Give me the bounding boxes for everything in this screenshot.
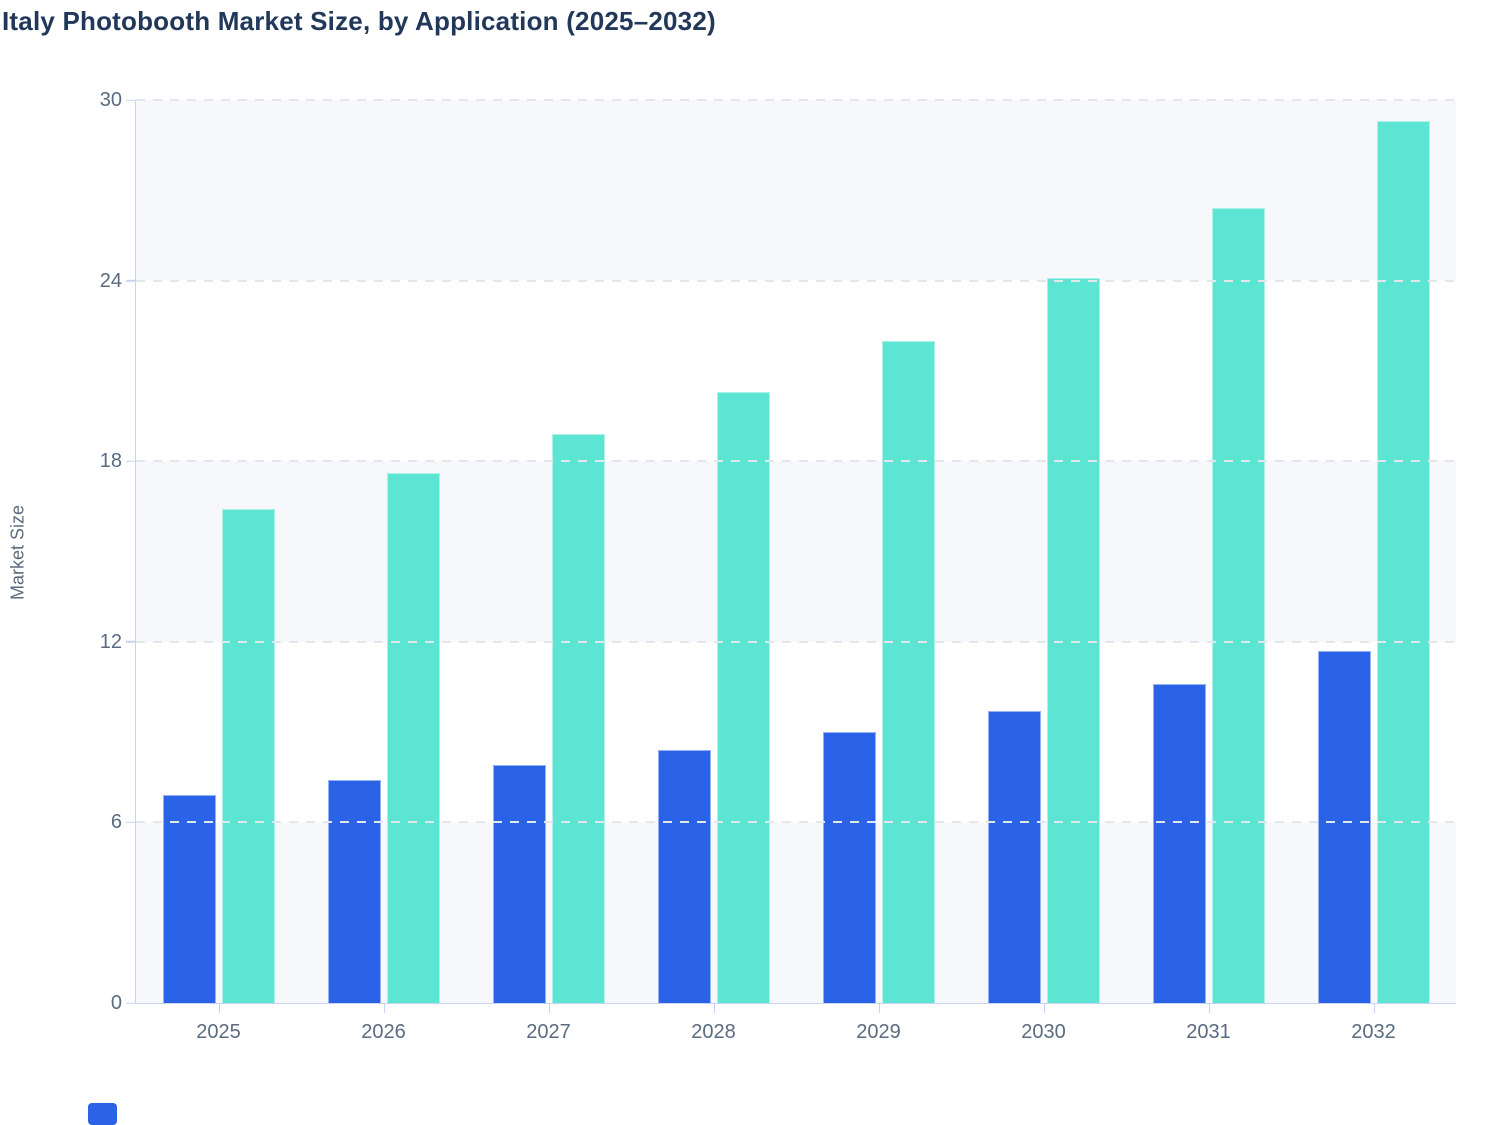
bar-blue-2029[interactable] [822,732,876,1003]
x-tick-mark-2025 [218,1004,220,1013]
bar-teal-2029[interactable] [881,340,935,1003]
x-tick-label-2026: 2026 [361,1021,406,1043]
category-group-2025: 2025 [136,100,301,1043]
y-tick-mark-24 [126,279,135,282]
y-tick-label-30: 30 [99,89,122,111]
x-tick-mark-2029 [878,1004,880,1013]
x-tick-mark-2031 [1208,1004,1210,1013]
x-tick-label-2028: 2028 [691,1021,736,1043]
category-group-2031: 2031 [1126,100,1291,1043]
x-tick-label-2025: 2025 [196,1021,241,1043]
gridline-6 [136,821,1456,824]
bar-teal-2032[interactable] [1376,121,1430,1003]
bar-blue-2031[interactable] [1152,683,1206,1003]
y-tick-label-0: 0 [110,992,122,1014]
gridline-12 [136,640,1456,643]
bar-blue-2030[interactable] [987,711,1041,1003]
bar-blue-2026[interactable] [327,780,381,1003]
x-tick-mark-2027 [548,1004,550,1013]
y-tick-mark-18 [126,460,135,462]
category-group-2029: 2029 [796,100,961,1043]
x-tick-label-2032: 2032 [1351,1021,1396,1043]
y-tick-mark-30 [126,99,135,101]
bars-row: 2025 2026 2027 2028 2029 2030 2031 2032 [136,100,1456,1043]
x-tick-mark-2030 [1043,1004,1045,1013]
y-tick-mark-12 [126,641,135,643]
bar-blue-2032[interactable] [1317,650,1371,1003]
category-group-2030: 2030 [961,100,1126,1043]
y-axis-title: Market Size [7,504,28,601]
gridline-18 [136,460,1456,463]
category-group-2026: 2026 [301,100,466,1043]
y-tick-label-18: 18 [99,450,122,473]
y-tick-label-24: 24 [99,269,122,292]
bar-teal-2026[interactable] [386,473,440,1003]
chart-title: Italy Photobooth Market Size, by Applica… [2,6,716,36]
bar-teal-2030[interactable] [1046,277,1100,1003]
bar-teal-2031[interactable] [1211,208,1265,1003]
gridline-24 [136,279,1456,282]
x-tick-mark-2026 [383,1004,385,1013]
category-group-2028: 2028 [631,100,796,1043]
bar-blue-2027[interactable] [492,765,546,1003]
y-tick-label-12: 12 [99,630,122,653]
bar-teal-2027[interactable] [551,434,605,1003]
x-tick-label-2029: 2029 [856,1021,901,1043]
x-tick-mark-2032 [1373,1004,1375,1013]
x-tick-label-2030: 2030 [1021,1021,1066,1043]
bar-teal-2025[interactable] [221,509,275,1003]
x-tick-mark-2028 [713,1004,715,1013]
category-group-2032: 2032 [1291,100,1456,1043]
plot-area: 2025 2026 2027 2028 2029 2030 2031 2032 0 6 12 18 2… [100,89,1456,1043]
y-tick-mark-0 [126,1002,135,1004]
y-tick-mark-6 [126,821,135,824]
x-tick-label-2027: 2027 [526,1021,571,1043]
x-tick-label-2031: 2031 [1186,1021,1231,1043]
bar-teal-2028[interactable] [716,391,770,1003]
bar-blue-2028[interactable] [657,750,711,1003]
gridline-30 [136,99,1456,101]
legend-swatch-partial-icon[interactable] [88,1103,117,1125]
y-tick-label-6: 6 [110,811,122,834]
bar-blue-2025[interactable] [162,795,216,1003]
category-group-2027: 2027 [466,100,631,1043]
